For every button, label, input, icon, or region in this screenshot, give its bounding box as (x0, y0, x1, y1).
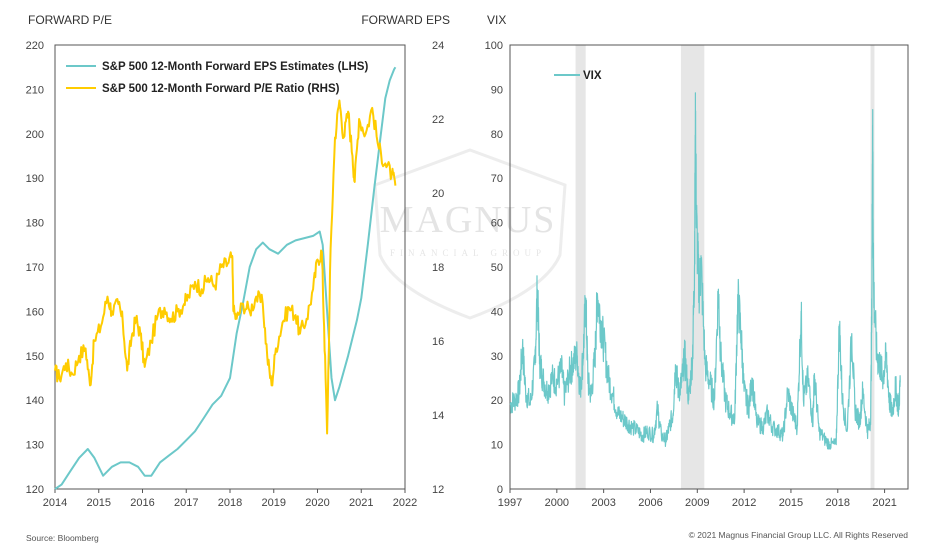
vix-legend: VIX (554, 70, 602, 82)
legend-label-eps: S&P 500 12-Month Forward EPS Estimates (… (102, 61, 368, 73)
vix-y-tick-label: 0 (497, 484, 503, 496)
vix-y-tick-label: 40 (491, 306, 503, 318)
right-y-tick-label: 22 (432, 114, 444, 126)
right-y-tick-label: 20 (432, 188, 444, 200)
plot-frame (54, 44, 406, 490)
vix-line (509, 92, 901, 450)
copyright-note: © 2021 Magnus Financial Group LLC. All R… (689, 530, 909, 540)
vix-y-tick-label: 70 (491, 173, 503, 185)
vix-y-tick-label: 30 (491, 351, 503, 363)
left-y-axis: 120 130 140 150 160 170 180 190 200 210 220 (26, 40, 44, 496)
x-tick-label: 2016 (130, 497, 154, 509)
vix-x-tick-label: 2015 (779, 497, 803, 509)
vix-y-tick-label: 20 (491, 395, 503, 407)
vix-y-tick-label: 100 (485, 40, 503, 52)
right-y-tick-label: 16 (432, 336, 444, 348)
x-axis: 2014 2015 2016 2017 2018 2019 2020 2021 2022 (43, 489, 417, 509)
vix-x-tick-label: 2009 (685, 497, 709, 509)
x-tick-label: 2014 (43, 497, 67, 509)
pe-ratio-line (54, 99, 397, 435)
vix-chart: VIX 0 10 20 30 40 50 60 70 80 90 100 1997 2000 2003 2… (485, 13, 909, 509)
vix-series-lines (509, 92, 901, 450)
vix-y-axis: 0 10 20 30 40 50 60 70 80 90 100 (485, 40, 503, 496)
x-tick-label: 2022 (393, 497, 417, 509)
vix-x-tick-label: 2000 (545, 497, 569, 509)
left-y-tick-label: 140 (26, 395, 44, 407)
vix-x-tick-label: 2012 (732, 497, 756, 509)
x-tick-label: 2015 (87, 497, 111, 509)
left-y-tick-label: 180 (26, 218, 44, 230)
right-y-axis: 12 14 16 18 20 22 24 (432, 40, 444, 496)
right-axis-title: FORWARD EPS (361, 13, 450, 27)
vix-x-axis: 1997 2000 2003 2006 2009 2012 2015 2018 2021 (498, 489, 897, 509)
vix-y-tick-label: 10 (491, 440, 503, 452)
left-y-tick-label: 220 (26, 40, 44, 52)
vix-plot-frame (509, 44, 909, 490)
left-y-tick-label: 200 (26, 129, 44, 141)
vix-x-tick-label: 2003 (591, 497, 615, 509)
left-y-tick-label: 150 (26, 351, 44, 363)
source-note: Source: Bloomberg (26, 533, 99, 543)
watermark-main: MAGNUS (380, 199, 557, 241)
eps-line (54, 66, 397, 490)
vix-x-tick-label: 1997 (498, 497, 522, 509)
x-tick-label: 2020 (305, 497, 329, 509)
watermark: MAGNUS FINANCIAL GROUP (373, 148, 567, 320)
recession-shade (575, 45, 586, 489)
vix-y-tick-label: 90 (491, 84, 503, 96)
vix-x-tick-label: 2021 (872, 497, 896, 509)
left-y-tick-label: 160 (26, 306, 44, 318)
right-y-tick-label: 14 (432, 410, 444, 422)
vix-x-tick-label: 2006 (638, 497, 662, 509)
left-y-tick-label: 170 (26, 262, 44, 274)
left-y-tick-label: 190 (26, 173, 44, 185)
right-y-tick-label: 18 (432, 262, 444, 274)
vix-x-tick-label: 2018 (826, 497, 850, 509)
x-tick-label: 2018 (218, 497, 242, 509)
series-lines (54, 66, 397, 490)
left-axis-title: FORWARD P/E (28, 13, 112, 27)
x-tick-label: 2021 (349, 497, 373, 509)
left-y-tick-label: 210 (26, 84, 44, 96)
legend-label-pe: S&P 500 12-Month Forward P/E Ratio (RHS) (102, 83, 340, 95)
x-tick-label: 2019 (262, 497, 286, 509)
pe-eps-chart: FORWARD P/E FORWARD EPS 1201301401501601… (26, 13, 450, 509)
legend-label-vix: VIX (583, 70, 602, 82)
vix-y-tick-label: 50 (491, 262, 503, 274)
x-tick-label: 2017 (174, 497, 198, 509)
right-y-tick-label: 24 (432, 40, 444, 52)
legend: S&P 500 12-Month Forward EPS Estimates (… (66, 61, 368, 95)
shaded-periods (575, 45, 875, 489)
watermark-sub: FINANCIAL GROUP (390, 248, 546, 258)
left-y-tick-label: 130 (26, 440, 44, 452)
right-y-tick-label: 12 (432, 484, 444, 496)
vix-axis-title: VIX (487, 13, 506, 27)
vix-y-tick-label: 60 (491, 218, 503, 230)
left-y-tick-label: 120 (26, 484, 44, 496)
vix-y-tick-label: 80 (491, 129, 503, 141)
watermark-shield-icon (373, 148, 567, 320)
